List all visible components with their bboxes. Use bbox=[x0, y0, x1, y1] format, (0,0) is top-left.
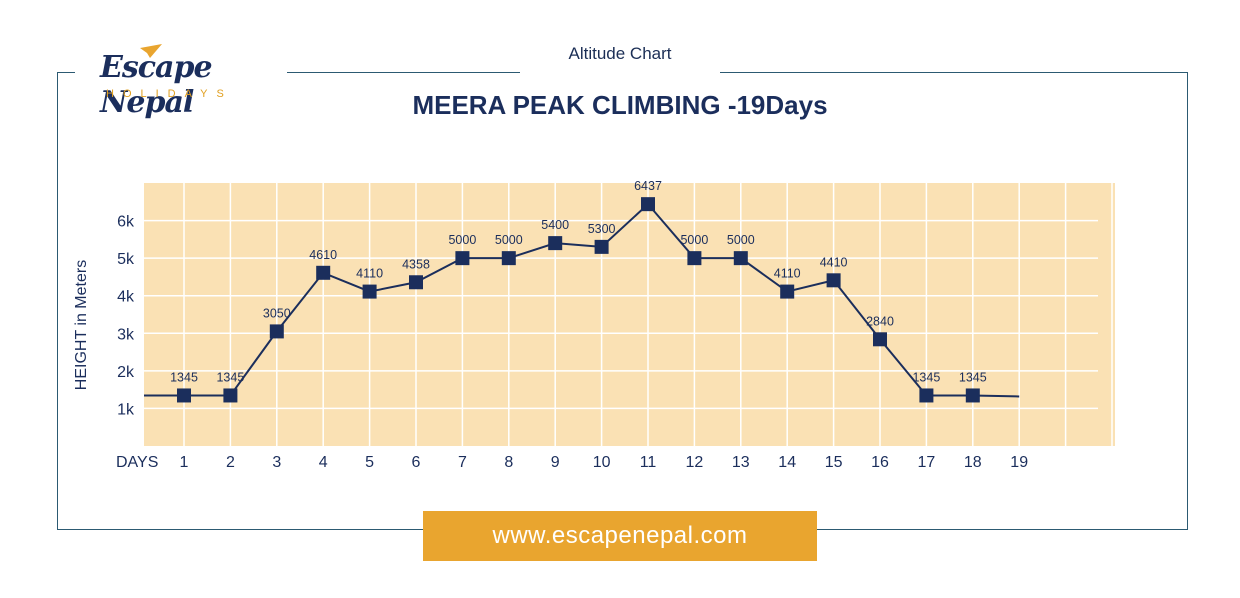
logo-subtitle: HOLIDAYS bbox=[106, 88, 233, 100]
data-point-marker bbox=[641, 197, 655, 212]
data-point-marker bbox=[594, 239, 609, 254]
data-label: 1345 bbox=[216, 370, 244, 384]
data-point-marker bbox=[177, 388, 191, 403]
series-line bbox=[184, 202, 973, 397]
x-tick-label: 14 bbox=[778, 454, 796, 471]
y-tick-label: 4k bbox=[117, 289, 135, 306]
data-point-marker bbox=[965, 388, 980, 403]
data-point-marker bbox=[733, 251, 748, 266]
x-tick-label: 3 bbox=[272, 454, 281, 471]
company-logo: Escape Nepal HOLIDAYS bbox=[92, 44, 282, 120]
data-point-marker bbox=[223, 388, 238, 403]
data-label: 5300 bbox=[588, 222, 616, 236]
frame-gap-logo bbox=[75, 66, 287, 80]
x-tick-label: 9 bbox=[551, 454, 560, 471]
x-tick-label: 5 bbox=[365, 454, 374, 471]
data-label: 4110 bbox=[774, 267, 801, 281]
data-point-marker bbox=[919, 388, 934, 403]
chart-title: MEERA PEAK CLIMBING -19Days bbox=[412, 90, 828, 120]
x-tick-label: 8 bbox=[504, 454, 513, 471]
data-label: 5000 bbox=[495, 233, 523, 247]
data-label: 5000 bbox=[727, 233, 755, 247]
y-tick-label: 1k bbox=[117, 401, 135, 418]
data-label: 5400 bbox=[541, 218, 569, 232]
data-label: 4610 bbox=[309, 248, 337, 262]
data-point-marker bbox=[687, 251, 702, 266]
x-tick-label: 1 bbox=[180, 454, 189, 471]
x-tick-label: 12 bbox=[686, 454, 704, 471]
y-tick-label: 3k bbox=[117, 326, 135, 343]
y-axis-label: HEIGHT in Meters bbox=[73, 260, 90, 390]
website-banner[interactable]: www.escapenepal.com bbox=[423, 511, 817, 561]
data-label: 1345 bbox=[170, 370, 198, 384]
x-tick-label: 17 bbox=[918, 454, 936, 471]
y-tick-label: 2k bbox=[117, 364, 135, 381]
data-label: 5000 bbox=[448, 233, 476, 247]
frame-gap-caption bbox=[520, 66, 720, 80]
series-line-lead-out bbox=[972, 394, 1020, 398]
data-label: 3050 bbox=[263, 306, 291, 320]
x-tick-label: 6 bbox=[412, 454, 421, 471]
plot-area bbox=[144, 183, 1115, 446]
chart-caption: Altitude Chart bbox=[568, 44, 672, 63]
data-point-marker bbox=[501, 251, 516, 266]
x-tick-label: 4 bbox=[319, 454, 328, 471]
x-tick-label: 13 bbox=[732, 454, 750, 471]
data-label: 4110 bbox=[356, 267, 383, 281]
x-tick-label: 18 bbox=[964, 454, 982, 471]
data-point-marker bbox=[409, 275, 423, 290]
data-point-marker bbox=[873, 332, 887, 347]
x-tick-label: 16 bbox=[871, 454, 889, 471]
y-tick-label: 6k bbox=[117, 214, 135, 231]
website-url[interactable]: www.escapenepal.com bbox=[492, 522, 748, 549]
x-axis-label: DAYS bbox=[116, 454, 158, 471]
x-tick-label: 2 bbox=[226, 454, 235, 471]
data-point-marker bbox=[826, 273, 841, 288]
data-point-marker bbox=[548, 236, 563, 251]
y-tick-label: 5k bbox=[117, 251, 135, 268]
data-label: 1345 bbox=[912, 370, 940, 384]
x-tick-label: 7 bbox=[458, 454, 467, 471]
data-point-marker bbox=[362, 284, 377, 299]
x-tick-label: 11 bbox=[640, 454, 657, 471]
data-point-marker bbox=[269, 324, 284, 339]
data-label: 2840 bbox=[866, 314, 894, 328]
data-label: 5000 bbox=[680, 233, 708, 247]
data-point-marker bbox=[780, 284, 795, 299]
x-tick-label: 19 bbox=[1010, 454, 1028, 471]
data-label: 4410 bbox=[820, 255, 848, 269]
data-label: 1345 bbox=[959, 370, 987, 384]
logo-wordmark: Escape Nepal bbox=[100, 50, 213, 120]
data-label: 6437 bbox=[634, 179, 662, 193]
x-tick-label: 15 bbox=[825, 454, 843, 471]
paper-plane-icon bbox=[140, 44, 162, 58]
x-tick-label: 10 bbox=[593, 454, 611, 471]
data-point-marker bbox=[316, 265, 331, 280]
data-label: 4358 bbox=[402, 257, 430, 271]
data-point-marker bbox=[455, 251, 470, 266]
